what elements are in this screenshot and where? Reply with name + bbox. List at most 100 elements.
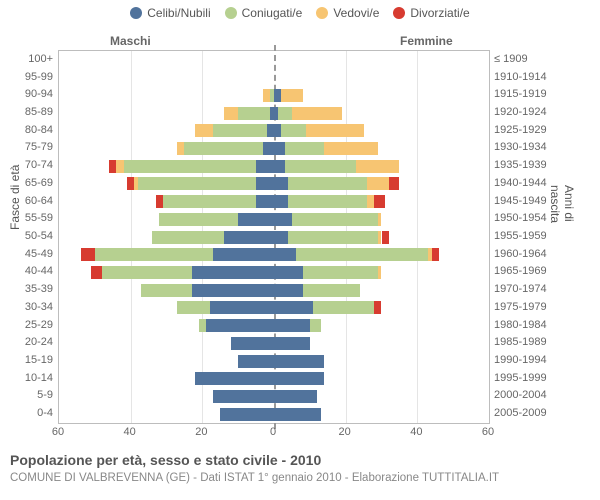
- legend-label: Vedovi/e: [333, 6, 379, 20]
- birth-label: 1995-1999: [494, 371, 594, 385]
- age-label: 0-4: [0, 406, 53, 420]
- age-label: 45-49: [0, 247, 53, 261]
- bar-male-single: [238, 213, 274, 226]
- bar-male-single: [256, 195, 274, 208]
- birth-label: 1965-1969: [494, 264, 594, 278]
- birth-label: 1930-1934: [494, 140, 594, 154]
- chart-subtitle: COMUNE DI VALBREVENNA (GE) - Dati ISTAT …: [10, 472, 499, 484]
- age-label: 10-14: [0, 371, 53, 385]
- age-label: 95-99: [0, 70, 53, 84]
- bar-male-divorced: [81, 248, 95, 261]
- x-tick: 40: [410, 426, 422, 438]
- x-axis-ticks: 6040200204060: [58, 426, 488, 444]
- age-row: [59, 336, 489, 351]
- age-row: [59, 265, 489, 280]
- age-row: [59, 176, 489, 191]
- bar-male-married: [163, 195, 256, 208]
- bar-male-single: [213, 248, 274, 261]
- bar-male-single: [195, 372, 274, 385]
- bar-male-divorced: [156, 195, 163, 208]
- legend-swatch: [393, 7, 405, 19]
- legend-item: Coniugati/e: [225, 6, 303, 20]
- bar-female-single: [274, 160, 285, 173]
- x-tick: 20: [339, 426, 351, 438]
- bar-male-single: [210, 301, 275, 314]
- birth-label: 1980-1984: [494, 318, 594, 332]
- birth-label: 1975-1979: [494, 300, 594, 314]
- bar-female-divorced: [389, 177, 400, 190]
- bar-female-single: [274, 248, 296, 261]
- age-label: 20-24: [0, 335, 53, 349]
- legend-item: Divorziati/e: [393, 6, 469, 20]
- age-label: 75-79: [0, 140, 53, 154]
- legend: Celibi/NubiliConiugati/eVedovi/eDivorzia…: [0, 0, 600, 20]
- birth-label: 1970-1974: [494, 282, 594, 296]
- age-label: 25-29: [0, 318, 53, 332]
- age-row: [59, 159, 489, 174]
- bar-male-divorced: [109, 160, 116, 173]
- bar-female-divorced: [432, 248, 439, 261]
- birth-label: 1935-1939: [494, 158, 594, 172]
- bar-male-married: [213, 124, 267, 137]
- age-label: 60-64: [0, 194, 53, 208]
- label-male: Maschi: [110, 34, 151, 48]
- bar-female-single: [274, 213, 292, 226]
- bar-male-widowed: [116, 160, 123, 173]
- age-label: 70-74: [0, 158, 53, 172]
- birth-label: 1915-1919: [494, 87, 594, 101]
- bar-female-married: [313, 301, 374, 314]
- x-tick: 0: [270, 426, 276, 438]
- x-tick: 20: [195, 426, 207, 438]
- bar-male-widowed: [177, 142, 184, 155]
- bar-female-widowed: [356, 160, 399, 173]
- bar-male-single: [192, 266, 274, 279]
- bar-male-single: [256, 160, 274, 173]
- age-label: 85-89: [0, 105, 53, 119]
- legend-swatch: [316, 7, 328, 19]
- age-row: [59, 247, 489, 262]
- age-label: 55-59: [0, 211, 53, 225]
- age-row: [59, 106, 489, 121]
- bar-male-widowed: [263, 89, 270, 102]
- bar-female-single: [274, 231, 288, 244]
- age-label: 90-94: [0, 87, 53, 101]
- age-row: [59, 123, 489, 138]
- bar-female-married: [296, 248, 429, 261]
- age-label: 35-39: [0, 282, 53, 296]
- age-row: [59, 88, 489, 103]
- birth-label: 1910-1914: [494, 70, 594, 84]
- legend-swatch: [225, 7, 237, 19]
- age-row: [59, 212, 489, 227]
- birth-label: 1990-1994: [494, 353, 594, 367]
- age-row: [59, 407, 489, 422]
- bar-male-married: [238, 107, 270, 120]
- bar-female-widowed: [292, 107, 342, 120]
- age-label: 30-34: [0, 300, 53, 314]
- bar-male-married: [138, 177, 256, 190]
- label-female: Femmine: [400, 34, 453, 48]
- age-label: 5-9: [0, 388, 53, 402]
- bar-male-single: [263, 142, 274, 155]
- bar-female-single: [274, 177, 288, 190]
- bar-female-widowed: [281, 89, 303, 102]
- x-tick: 60: [482, 426, 494, 438]
- birth-label: 1985-1989: [494, 335, 594, 349]
- age-label: 80-84: [0, 123, 53, 137]
- bar-male-single: [238, 355, 274, 368]
- bar-female-married: [278, 107, 292, 120]
- age-row: [59, 52, 489, 67]
- age-row: [59, 230, 489, 245]
- bar-female-single: [274, 142, 285, 155]
- bar-male-single: [231, 337, 274, 350]
- age-label: 40-44: [0, 264, 53, 278]
- age-label: 100+: [0, 52, 53, 66]
- birth-label: 1920-1924: [494, 105, 594, 119]
- bar-male-married: [152, 231, 224, 244]
- birth-label: 2000-2004: [494, 388, 594, 402]
- bar-male-single: [267, 124, 274, 137]
- bar-male-widowed: [134, 177, 138, 190]
- birth-label: 1960-1964: [494, 247, 594, 261]
- age-row: [59, 354, 489, 369]
- bar-female-single: [274, 390, 317, 403]
- plot-area: [58, 50, 490, 424]
